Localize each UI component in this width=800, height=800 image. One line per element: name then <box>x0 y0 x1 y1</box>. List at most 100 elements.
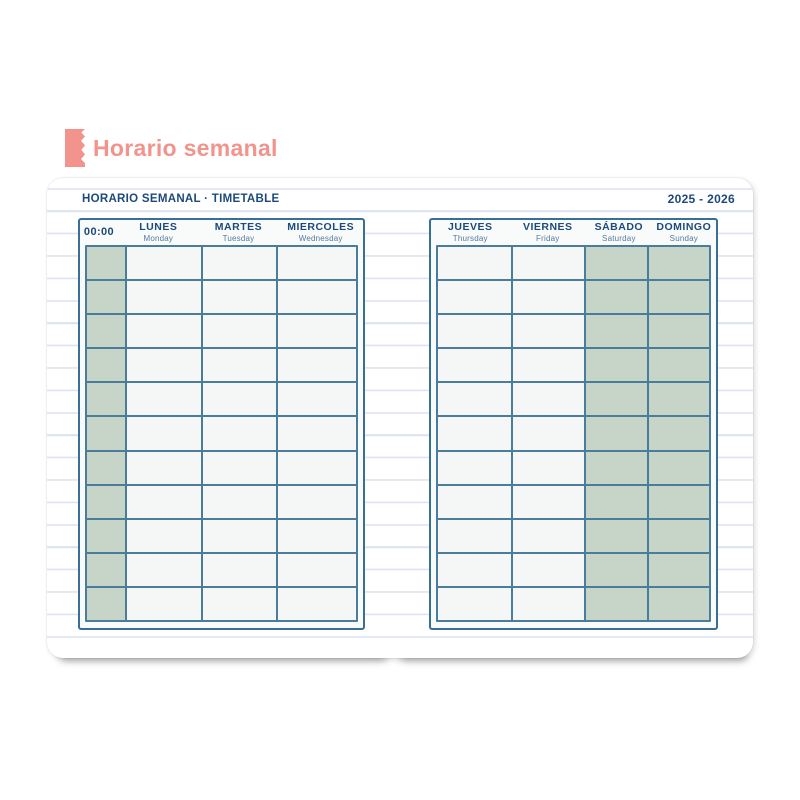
sheet-header-years: 2025 - 2026 <box>667 192 735 206</box>
timetable-cell <box>512 553 585 586</box>
timetable-cell <box>87 247 125 280</box>
timetable-cell <box>586 553 648 586</box>
timetable-cell <box>127 451 201 484</box>
timetable-cell <box>127 553 201 586</box>
timetable-right: JUEVES Thursday VIERNES Friday SÁBADO Saturda… <box>429 218 718 630</box>
day-header-miercoles: MIERCOLES Wednesday <box>278 222 363 243</box>
timetable-cell <box>87 383 125 416</box>
timetable-cell <box>203 315 277 348</box>
day-name-label: DOMINGO <box>656 221 712 234</box>
timetable-cell <box>87 485 125 518</box>
timetable-cell <box>203 451 277 484</box>
day-header-sábado: SÁBADO Saturday <box>586 222 652 243</box>
timetable-cell <box>512 315 585 348</box>
day-name-label: JUEVES <box>448 221 493 234</box>
timetable-cell <box>87 519 125 552</box>
day-header-lunes: LUNES Monday <box>118 222 199 243</box>
timetable-cell <box>87 349 125 382</box>
timetable-cell <box>278 349 356 382</box>
timetable-cell <box>87 587 125 620</box>
timetable-cell <box>203 349 277 382</box>
timetable-cell <box>512 281 585 314</box>
timetable-cell <box>127 247 201 280</box>
timetable-cell <box>127 281 201 314</box>
day-subname-label: Saturday <box>602 233 636 243</box>
timetable-cell <box>438 383 511 416</box>
timetable-cell <box>278 281 356 314</box>
timetable-cell <box>586 451 648 484</box>
timetable-cell <box>438 349 511 382</box>
timetable-cell <box>278 383 356 416</box>
timetable-cell <box>586 349 648 382</box>
day-name-label: MIERCOLES <box>287 221 355 234</box>
timetable-cell <box>203 247 277 280</box>
timetable-cell <box>512 417 585 450</box>
day-name-label: SÁBADO <box>594 221 644 234</box>
timetable-cell <box>278 315 356 348</box>
timetable-cell <box>278 247 356 280</box>
timetable-cell <box>203 587 277 620</box>
sheet-header: HORARIO SEMANAL · TIMETABLE 2025 - 2026 <box>82 188 735 210</box>
timetable-cell <box>127 349 201 382</box>
timetable-cell <box>127 417 201 450</box>
timetable-cell <box>87 315 125 348</box>
timetable-cell <box>127 315 201 348</box>
timetable-cell <box>203 281 277 314</box>
timetable-cell <box>278 417 356 450</box>
timetable-cell <box>586 315 648 348</box>
timetable-cell <box>438 247 511 280</box>
timetable-cell <box>438 587 511 620</box>
day-header-jueves: JUEVES Thursday <box>431 222 509 243</box>
timetable-cell <box>278 519 356 552</box>
timetable-left-grid <box>85 245 358 622</box>
timetable-cell <box>649 383 709 416</box>
timetable-cell <box>649 247 709 280</box>
timetable-cell <box>203 553 277 586</box>
timetable-cell <box>586 383 648 416</box>
timetable-cell <box>127 519 201 552</box>
timetable-cell <box>649 519 709 552</box>
timetable-cell <box>512 247 585 280</box>
day-name-label: MARTES <box>214 221 263 234</box>
page-title-label: Horario semanal <box>93 134 278 161</box>
timetable-cell <box>586 519 648 552</box>
timetable-cell <box>649 281 709 314</box>
sheet-header-title: HORARIO SEMANAL · TIMETABLE <box>82 193 280 205</box>
page-title: Horario semanal <box>65 129 278 167</box>
day-subname-label: Sunday <box>669 233 698 243</box>
timetable-cell <box>512 485 585 518</box>
timetable-cell <box>278 587 356 620</box>
timetable-cell <box>512 383 585 416</box>
timetable-cell <box>649 349 709 382</box>
timetable-cell <box>649 553 709 586</box>
timetable-cell <box>438 281 511 314</box>
timetable-cell <box>87 417 125 450</box>
timetable-cell <box>586 247 648 280</box>
day-header-domingo: DOMINGO Sunday <box>652 222 716 243</box>
timetable-cell <box>649 587 709 620</box>
timetable-cell <box>203 519 277 552</box>
day-header-viernes: VIERNES Friday <box>509 222 586 243</box>
timetable-cell <box>278 553 356 586</box>
day-name-label: LUNES <box>139 221 178 234</box>
timetable-right-grid <box>436 245 711 622</box>
timetable-cell <box>438 315 511 348</box>
timetable-left: 00:00 LUNES Monday MARTES Tuesday MIERCOLES We… <box>78 218 365 630</box>
timetable-cell <box>438 553 511 586</box>
timetable-cell <box>438 417 511 450</box>
day-subname-label: Tuesday <box>222 233 255 243</box>
planner-page: HORARIO SEMANAL · TIMETABLE 2025 - 2026 … <box>47 178 753 658</box>
timetable-cell <box>127 587 201 620</box>
timetable-cell <box>278 485 356 518</box>
timetable-cell <box>649 315 709 348</box>
timetable-cell <box>649 485 709 518</box>
timetable-cell <box>586 587 648 620</box>
timetable-cell <box>203 383 277 416</box>
timetable-left-header: 00:00 LUNES Monday MARTES Tuesday MIERCOLES We… <box>80 220 363 245</box>
timetable-cell <box>438 451 511 484</box>
timetable-cell <box>127 383 201 416</box>
day-subname-label: Monday <box>143 233 174 243</box>
day-subname-label: Thursday <box>452 233 488 243</box>
timetable-cell <box>649 417 709 450</box>
timetable-cell <box>586 485 648 518</box>
